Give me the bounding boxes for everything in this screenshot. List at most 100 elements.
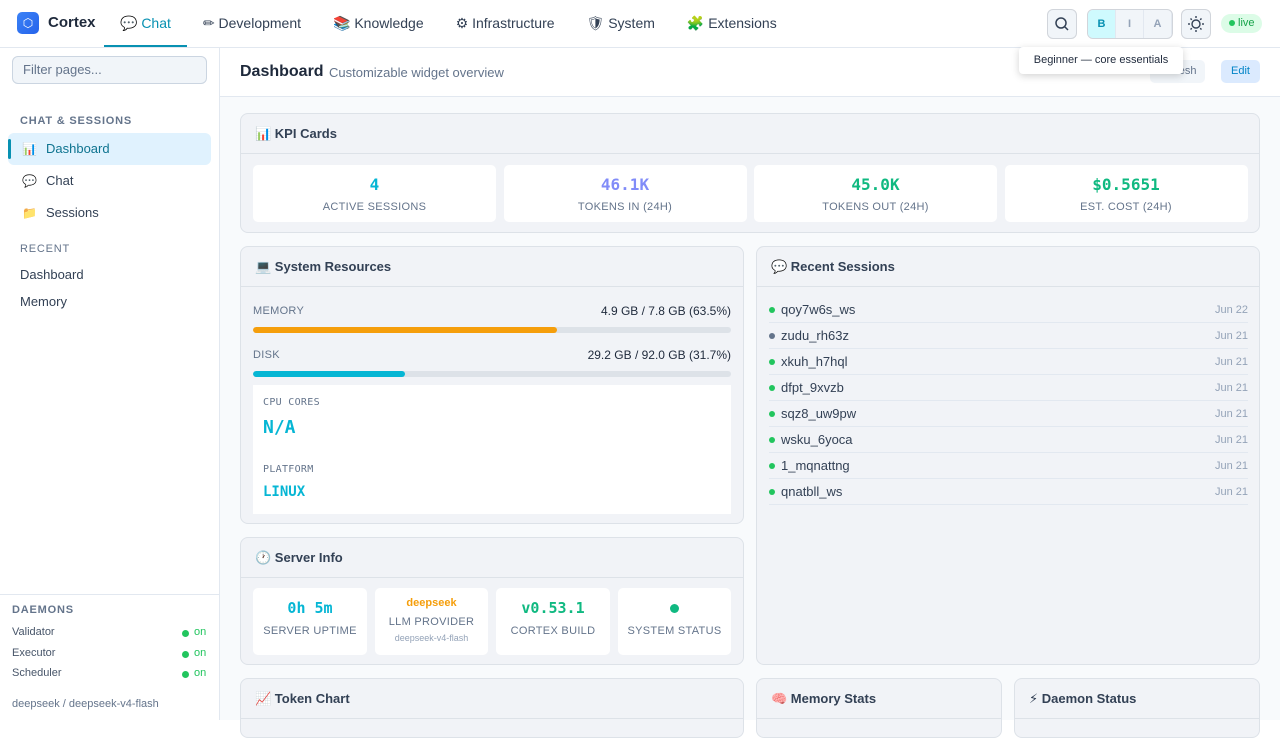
- provider-model: deepseek-v4-flash: [394, 633, 469, 643]
- session-name: qoy7w6s_ws: [781, 302, 856, 317]
- model-footer: deepseek / deepseek-v4-flash: [12, 698, 159, 710]
- session-date: Jun 21: [1214, 330, 1248, 342]
- main: Dashboard Customizable widget overview R…: [220, 48, 1280, 738]
- recent-item[interactable]: Memory: [20, 294, 67, 309]
- item-label: Chat: [46, 173, 74, 188]
- topbar: ⬡ Cortex 💬 Chat ✏ Development 📚 Knowledge ⚙…: [0, 0, 1280, 48]
- sidebar-item[interactable]: 📊 Dashboard: [8, 133, 211, 165]
- kpi-card: 45.0K TOKENS OUT (24H): [754, 165, 997, 222]
- session-row[interactable]: zudu_rh63z Jun 21: [769, 323, 1248, 349]
- kpi-value: 4: [369, 175, 380, 194]
- nav-tab[interactable]: 📚 Knowledge: [333, 15, 424, 31]
- divider: [0, 594, 219, 595]
- session-dot: [769, 359, 775, 365]
- nav-tab[interactable]: ⚙ Infrastructure: [455, 15, 555, 31]
- kpi-label: EST. COST (24H): [1080, 201, 1172, 213]
- edit-button[interactable]: Edit: [1221, 60, 1260, 83]
- logo[interactable]: ⬡: [17, 12, 39, 34]
- item-label: Dashboard: [46, 141, 110, 156]
- uptime-value: 0h 5m: [287, 599, 333, 617]
- session-row[interactable]: xkuh_h7hql Jun 21: [769, 349, 1248, 375]
- daemon-state: on: [194, 646, 207, 659]
- daemon-dot: [182, 650, 189, 658]
- cpu-card: CPU CORES N/A PLATFORM LINUX: [253, 385, 731, 514]
- daemon-status-panel: ⚡ Daemon Status: [1014, 678, 1260, 738]
- status-dot: [670, 604, 679, 613]
- nav-tab[interactable]: 🧩 Extensions: [686, 15, 777, 31]
- panel-title: 📊 KPI Cards: [241, 114, 1259, 154]
- session-row[interactable]: qoy7w6s_ws Jun 22: [769, 297, 1248, 323]
- daemon-dot: [182, 630, 189, 637]
- live-badge: live: [1221, 14, 1262, 33]
- session-name: dfpt_9xvzb: [781, 380, 844, 395]
- nav-tab[interactable]: 💬 Chat: [104, 0, 187, 47]
- session-date: Jun 21: [1214, 356, 1248, 368]
- panel-title: 📈 Token Chart: [241, 679, 743, 719]
- uptime-label: SERVER UPTIME: [263, 625, 357, 637]
- session-name: xkuh_h7hql: [781, 354, 848, 369]
- kpi-value: 45.0K: [851, 175, 900, 194]
- theme-button[interactable]: [1181, 9, 1211, 39]
- level-button[interactable]: B: [1088, 10, 1116, 38]
- panel-title: 💬 Recent Sessions: [757, 247, 1259, 287]
- progress-track: [253, 371, 731, 377]
- search-icon: [1055, 17, 1069, 31]
- filter-input[interactable]: Filter pages...: [12, 56, 207, 84]
- status-card: SYSTEM STATUS: [618, 588, 731, 655]
- nav: 💬 Chat ✏ Development 📚 Knowledge ⚙ Infrastr…: [104, 0, 793, 47]
- platform-value: LINUX: [263, 484, 306, 500]
- build-label: CORTEX BUILD: [510, 625, 596, 637]
- item-icon: 📁: [22, 206, 37, 220]
- kpi-label: ACTIVE SESSIONS: [322, 201, 427, 213]
- live-text: live: [1238, 17, 1255, 29]
- session-name: 1_mqnattng: [781, 458, 850, 473]
- level-button[interactable]: I: [1116, 10, 1144, 38]
- session-row[interactable]: sqz8_uw9pw Jun 21: [769, 401, 1248, 427]
- session-name: zudu_rh63z: [781, 328, 849, 343]
- session-dot: [769, 385, 775, 391]
- kpi-card: 46.1K TOKENS IN (24H): [503, 165, 747, 222]
- session-date: Jun 21: [1214, 408, 1248, 420]
- brand[interactable]: Cortex: [48, 14, 96, 31]
- session-row[interactable]: wsku_6yoca Jun 21: [769, 427, 1248, 453]
- session-date: Jun 21: [1214, 434, 1248, 446]
- sidebar-item[interactable]: 📁 Sessions: [8, 197, 211, 229]
- daemon-state: on: [194, 667, 207, 679]
- session-dot: [769, 463, 775, 469]
- cpu-label: CPU CORES: [263, 397, 320, 408]
- session-dot: [769, 333, 775, 339]
- recent-item[interactable]: Dashboard: [20, 267, 84, 282]
- daemon-name: Validator: [12, 626, 55, 638]
- session-row[interactable]: 1_mqnattng Jun 21: [769, 453, 1248, 479]
- session-name: qnatbll_ws: [781, 484, 843, 499]
- panel-title: 💻 System Resources: [241, 247, 743, 287]
- kpi-value: 46.1K: [600, 175, 650, 194]
- nav-tab[interactable]: 🛡 System: [586, 15, 655, 31]
- level-button[interactable]: A: [1144, 10, 1172, 38]
- build-value: v0.53.1: [521, 599, 585, 617]
- daemon-dot: [182, 671, 189, 678]
- platform-label: PLATFORM: [263, 464, 314, 475]
- progress-fill: [253, 371, 405, 377]
- kpi-value: $0.5651: [1092, 175, 1160, 194]
- session-dot: [769, 437, 775, 443]
- daemon-state: on: [194, 626, 207, 638]
- sidebar-item[interactable]: 💬 Chat: [8, 165, 211, 197]
- kpi-panel: 📊 KPI Cards 4 ACTIVE SESSIONS 46.1K TOKENS …: [240, 113, 1260, 233]
- session-row[interactable]: qnatbll_ws Jun 21: [769, 479, 1248, 505]
- session-row[interactable]: dfpt_9xvzb Jun 21: [769, 375, 1248, 401]
- session-name: sqz8_uw9pw: [781, 406, 857, 421]
- nav-tab[interactable]: ✏ Development: [202, 15, 302, 31]
- active-indicator: [8, 139, 11, 159]
- session-dot: [769, 307, 775, 313]
- build-card: v0.53.1 CORTEX BUILD: [496, 588, 610, 655]
- session-date: Jun 22: [1214, 304, 1248, 316]
- server-panel: 🕐 Server Info 0h 5m SERVER UPTIME deepse…: [240, 537, 744, 665]
- token-chart-panel: 📈 Token Chart: [240, 678, 744, 738]
- daemon-name: Executor: [12, 646, 56, 659]
- resources-panel: 💻 System Resources MEMORY 4.9 GB / 7.8 GB…: [240, 246, 744, 524]
- session-name: wsku_6yoca: [781, 432, 853, 447]
- kpi-label: TOKENS IN (24H): [577, 201, 673, 213]
- search-button[interactable]: [1047, 9, 1077, 39]
